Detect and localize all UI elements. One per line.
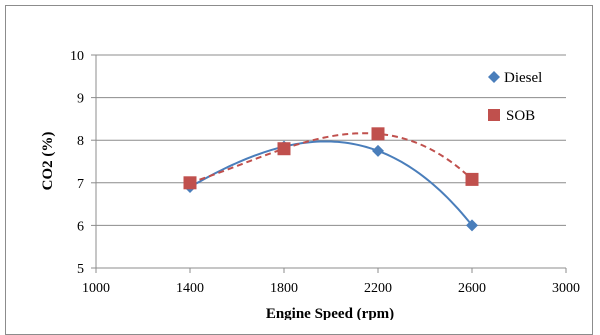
axes bbox=[91, 54, 567, 273]
trendline-sob bbox=[189, 132, 473, 184]
point-sob bbox=[465, 172, 479, 186]
point-diesel bbox=[466, 219, 478, 232]
x-tick-label: 2200 bbox=[364, 281, 392, 296]
x-axis-title: Engine Speed (rpm) bbox=[266, 306, 394, 320]
y-tick-label: 10 bbox=[70, 49, 84, 64]
legend-label-diesel: Diesel bbox=[504, 70, 542, 86]
data-points bbox=[183, 127, 479, 232]
legend-marker-diesel bbox=[488, 71, 500, 83]
grid-lines bbox=[96, 54, 566, 226]
legend-item-diesel: Diesel bbox=[488, 70, 542, 86]
legend: Diesel SOB bbox=[488, 70, 542, 124]
y-tick-label: 6 bbox=[77, 219, 84, 234]
legend-label-sob: SOB bbox=[506, 108, 535, 124]
point-diesel bbox=[372, 144, 384, 157]
y-tick-label: 8 bbox=[77, 134, 84, 149]
trendlines bbox=[189, 132, 473, 227]
chart-frame bbox=[5, 5, 593, 335]
legend-item-sob: SOB bbox=[488, 108, 535, 124]
y-tick-label: 7 bbox=[77, 177, 84, 192]
x-tick-label: 3000 bbox=[552, 281, 580, 296]
x-tick-label: 1400 bbox=[176, 281, 204, 296]
trendline-diesel bbox=[189, 140, 473, 227]
x-tick-label: 1800 bbox=[270, 281, 298, 296]
y-tick-label: 5 bbox=[77, 262, 84, 277]
y-tick-label: 9 bbox=[77, 92, 84, 107]
x-tick-label: 1000 bbox=[82, 281, 110, 296]
point-sob bbox=[183, 176, 197, 190]
point-sob bbox=[277, 142, 291, 156]
legend-marker-sob bbox=[488, 109, 500, 121]
x-tick-label: 2600 bbox=[458, 281, 486, 296]
tick-labels: 5 6 7 8 9 10 1000 1400 1800 2200 2600 3000 bbox=[70, 49, 580, 296]
point-sob bbox=[371, 127, 385, 141]
y-axis-title: CO2 (%) bbox=[40, 132, 56, 191]
